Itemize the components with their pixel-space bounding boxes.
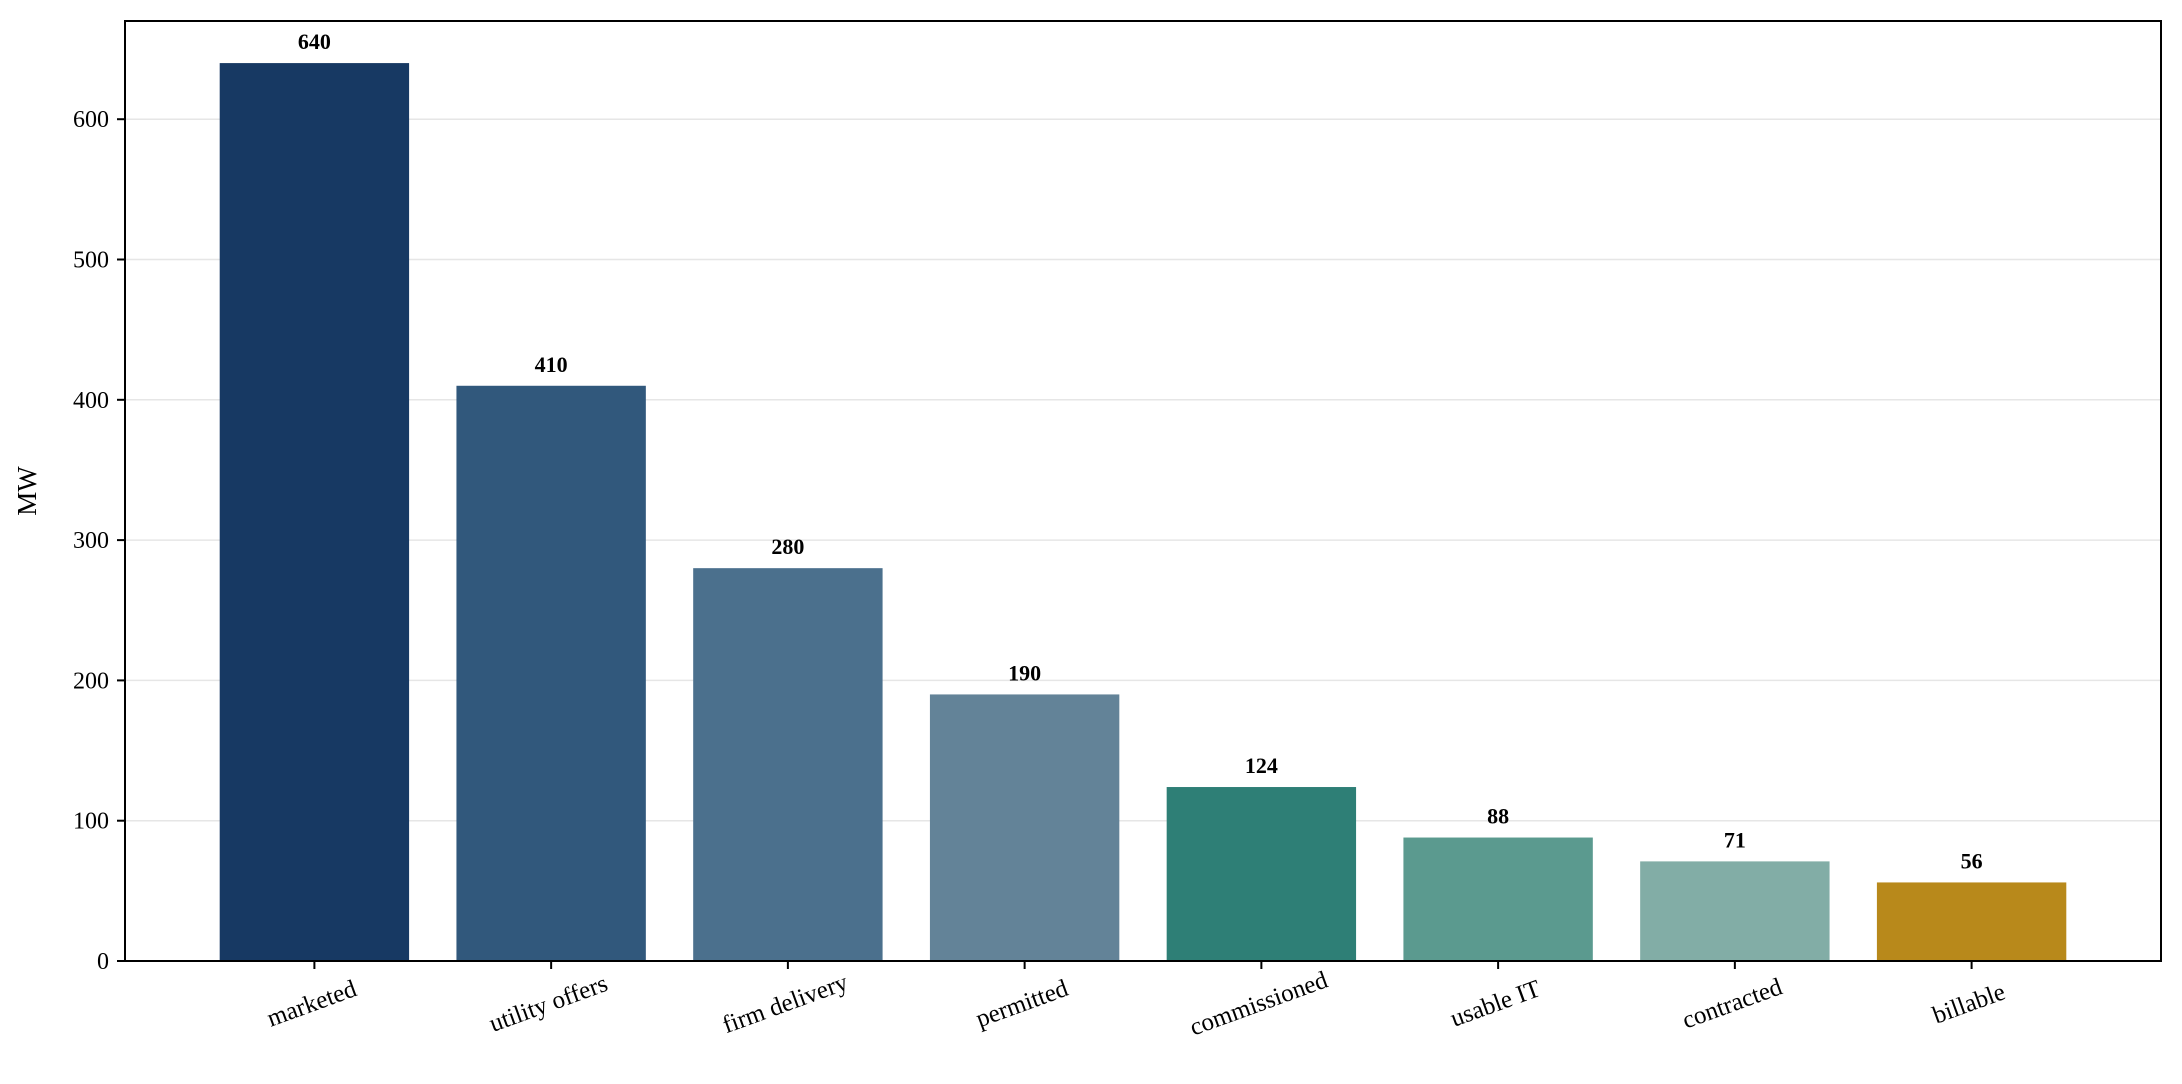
plot-frame [124, 20, 2162, 962]
data-label-utility-offers: 410 [535, 352, 568, 377]
y-tick-label-300: 300 [73, 528, 109, 554]
bar-marketed [219, 63, 410, 962]
x-tick-label-firm-delivery: firm delivery [719, 969, 852, 1039]
x-tick-label-usable-IT: usable IT [1447, 975, 1544, 1032]
x-tick-label-permitted: permitted [972, 975, 1072, 1033]
bar-contracted [1640, 861, 1830, 961]
data-label-contracted: 71 [1724, 827, 1746, 852]
bar-layer [219, 63, 2067, 962]
y-axis-title: MW [12, 466, 42, 516]
data-label-marketed: 640 [298, 29, 331, 54]
x-tick-label-billable: billable [1929, 978, 2009, 1029]
y-tick-label-600: 600 [73, 107, 109, 133]
y-tick-label-100: 100 [73, 809, 109, 835]
data-label-usable-IT: 88 [1487, 804, 1509, 829]
data-label-firm-delivery: 280 [771, 534, 804, 559]
bar-billable [1876, 882, 2067, 961]
bar-permitted [929, 694, 1120, 961]
data-label-commissioned: 124 [1245, 753, 1278, 778]
data-label-permitted: 190 [1008, 660, 1041, 685]
x-tick-label-contracted: contracted [1679, 973, 1787, 1034]
y-tick-label-500: 500 [73, 248, 109, 274]
grid-layer [125, 118, 2161, 822]
y-tick-label-0: 0 [97, 949, 109, 975]
y-tick-label-200: 200 [73, 668, 109, 694]
x-tick-label-utility-offers: utility offers [486, 970, 612, 1038]
bar-utility-offers [456, 385, 646, 961]
bar-usable-IT [1403, 837, 1593, 961]
bar-firm-delivery [693, 568, 883, 961]
data-label-billable: 56 [1961, 848, 1983, 873]
x-tick-label-commissioned: commissioned [1186, 966, 1331, 1041]
label-layer: 640 410 280 190 124 88 71 56 [298, 29, 1983, 873]
y-tick-label-400: 400 [73, 388, 109, 414]
x-tick-label-marketed: marketed [264, 975, 361, 1032]
bar-commissioned [1166, 787, 1357, 961]
